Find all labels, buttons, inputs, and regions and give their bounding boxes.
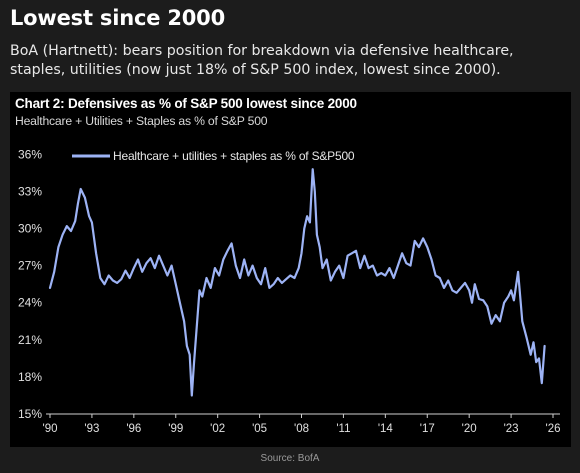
chart-plot: 15% 18% 21% 24% 27% 30% 33% 36% '90 '93 '96 '99 '02 '… [18, 147, 561, 435]
x-tick-label: '17 [420, 423, 435, 435]
y-tick-label: 30% [18, 222, 42, 236]
y-tick-label: 33% [18, 184, 42, 198]
series-line [48, 168, 546, 397]
x-tick-label: '99 [168, 423, 183, 435]
y-tick-label: 27% [18, 259, 42, 273]
y-tick-label: 18% [18, 370, 42, 384]
x-tick-label: '05 [252, 423, 267, 435]
post-body-text: BoA (Hartnett): bears position for break… [10, 43, 514, 78]
chart-panel: Chart 2: Defensives as % of S&P 500 lowe… [10, 92, 571, 447]
x-tick-label: '90 [43, 423, 58, 435]
x-tick-label: '14 [378, 423, 394, 435]
chart-title: Chart 2: Defensives as % of S&P 500 lowe… [15, 96, 357, 111]
post-title: Lowest since 2000 [10, 6, 225, 30]
y-tick-label: 21% [18, 333, 42, 347]
x-tick-label: '23 [504, 423, 519, 435]
y-tick-label: 36% [18, 147, 42, 161]
x-tick-label: '20 [462, 423, 477, 435]
y-tick-label: 24% [18, 296, 42, 310]
x-tick-label: '26 [546, 423, 561, 435]
source-note: Source: BofA [260, 453, 320, 464]
x-tick-label: '93 [84, 423, 99, 435]
x-tick-label: '96 [126, 423, 141, 435]
x-tick-label: '02 [210, 423, 225, 435]
y-tick-label: 15% [18, 407, 42, 421]
chart-subtitle: Healthcare + Utilities + Staples as % of… [15, 114, 268, 128]
legend-label: Healthcare + utilities + staples as % of… [113, 149, 355, 163]
x-tick-label: '08 [294, 423, 309, 435]
x-tick-label: '11 [336, 423, 350, 435]
